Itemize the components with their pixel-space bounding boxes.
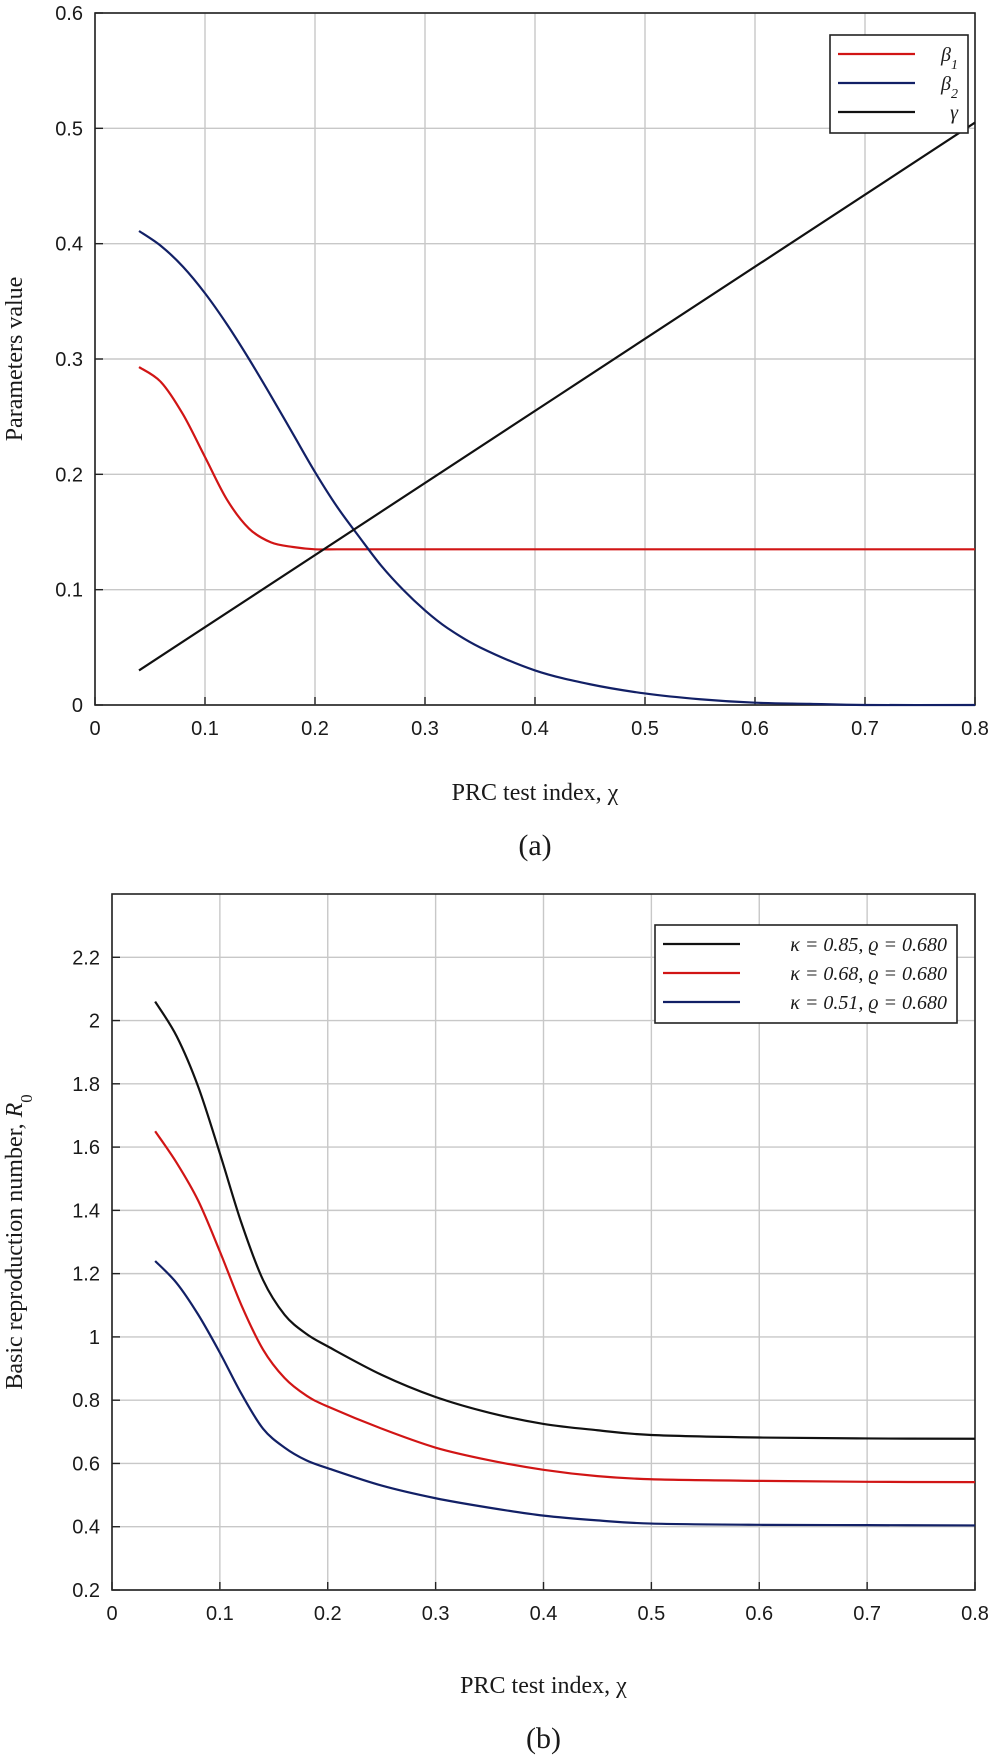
chart-1-y-tick-label: 1.4 bbox=[72, 1200, 100, 1222]
chart-1-series-line-2 bbox=[154, 1130, 976, 1484]
chart-panel-a: 0 0.1 0.2 0.3 0.4 0.5 0.6 0.7 0.8 0 0.1 0.2 0.3 0.4 0.… bbox=[2, 3, 989, 862]
chart-0-y-tick-label: 0.1 bbox=[55, 580, 83, 602]
chart-1-y-tick-label: 1 bbox=[89, 1327, 100, 1349]
chart-1-legend-label-1: κ = 0.85, ϱ = 0.680 bbox=[790, 934, 947, 956]
chart-0-x-tick-label: 0.5 bbox=[631, 718, 659, 740]
chart-0-y-tick-label: 0.2 bbox=[55, 464, 83, 486]
chart-0-legend-label-1: β1 bbox=[940, 44, 958, 73]
chart-1-y-tick-label: 0.6 bbox=[72, 1453, 100, 1475]
chart-1-y-tick-label: 0.2 bbox=[72, 1580, 100, 1602]
chart-1-legend-label-2: κ = 0.68, ϱ = 0.680 bbox=[790, 963, 947, 985]
chart-panel-b: 0 0.1 0.2 0.3 0.4 0.5 0.6 0.7 0.8 0.2 0.4 0.6 0.8 1 1.… bbox=[2, 893, 989, 1755]
chart-0-x-tick-label: 0.7 bbox=[851, 718, 879, 740]
chart-1-series-line-1 bbox=[154, 1000, 976, 1440]
chart-1-y-tick-label: 1.6 bbox=[72, 1137, 100, 1159]
chart-1-y-tick-label: 0.8 bbox=[72, 1390, 100, 1412]
chart-1-x-tick-label: 0.8 bbox=[961, 1603, 989, 1625]
chart-0-x-tick-label: 0.2 bbox=[301, 718, 329, 740]
chart-0-x-tick-label: 0.4 bbox=[521, 718, 549, 740]
chart-0-x-tick-label: 0.1 bbox=[191, 718, 219, 740]
chart-1-y-tick-label: 1.8 bbox=[72, 1074, 100, 1096]
chart-1-x-tick-label: 0.7 bbox=[853, 1603, 881, 1625]
chart-0-x-tick-label: 0.3 bbox=[411, 718, 439, 740]
chart-1-x-tick-label: 0.1 bbox=[206, 1603, 234, 1625]
chart-1-legend: κ = 0.85, ϱ = 0.680 κ = 0.68, ϱ = 0.680 κ … bbox=[654, 924, 958, 1024]
chart-0-caption: (a) bbox=[518, 829, 551, 862]
chart-1-x-tick-label: 0.2 bbox=[314, 1603, 342, 1625]
chart-0-x-axis-label: PRC test index, χ bbox=[452, 780, 619, 806]
chart-1-y-tick-label: 2 bbox=[89, 1011, 100, 1033]
chart-0-series-line-2 bbox=[138, 230, 976, 707]
chart-1-x-axis-label: PRC test index, χ bbox=[460, 1673, 627, 1699]
chart-0-series-line-3 bbox=[138, 121, 976, 672]
chart-1-x-tick-label: 0.5 bbox=[637, 1603, 665, 1625]
chart-0-x-tick-label: 0 bbox=[89, 718, 100, 740]
chart-1-y-tick-label: 0.4 bbox=[72, 1517, 100, 1539]
chart-1-legend-label-3: κ = 0.51, ϱ = 0.680 bbox=[790, 992, 947, 1014]
chart-1-y-tick-label: 2.2 bbox=[72, 947, 100, 969]
chart-1-series-line-3 bbox=[154, 1260, 976, 1527]
chart-0-y-tick-label: 0.3 bbox=[55, 349, 83, 371]
chart-0-plot-frame bbox=[94, 12, 976, 706]
chart-0-series-line-1 bbox=[138, 366, 975, 551]
chart-0-y-tick-label: 0 bbox=[72, 695, 83, 717]
chart-1-y-axis-label: Basic reproduction number, R0 bbox=[2, 1094, 36, 1389]
chart-0-x-tick-label: 0.8 bbox=[961, 718, 989, 740]
chart-0-legend-label-3: γ bbox=[950, 102, 959, 124]
chart-0-y-tick-label: 0.6 bbox=[55, 3, 83, 25]
chart-1-x-tick-label: 0 bbox=[106, 1603, 117, 1625]
chart-1-plot-frame bbox=[111, 893, 976, 1591]
chart-1-x-tick-label: 0.4 bbox=[530, 1603, 558, 1625]
chart-0-legend-label-2: β2 bbox=[940, 73, 958, 102]
chart-1-x-tick-label: 0.6 bbox=[745, 1603, 773, 1625]
chart-0-x-tick-label: 0.6 bbox=[741, 718, 769, 740]
chart-1-y-tick-label: 1.2 bbox=[72, 1264, 100, 1286]
chart-1-x-tick-label: 0.3 bbox=[422, 1603, 450, 1625]
chart-0-y-tick-label: 0.4 bbox=[55, 234, 83, 256]
chart-1-caption: (b) bbox=[526, 1722, 561, 1755]
chart-0-y-axis-label: Parameters value bbox=[2, 277, 28, 442]
chart-0-y-tick-label: 0.5 bbox=[55, 118, 83, 140]
